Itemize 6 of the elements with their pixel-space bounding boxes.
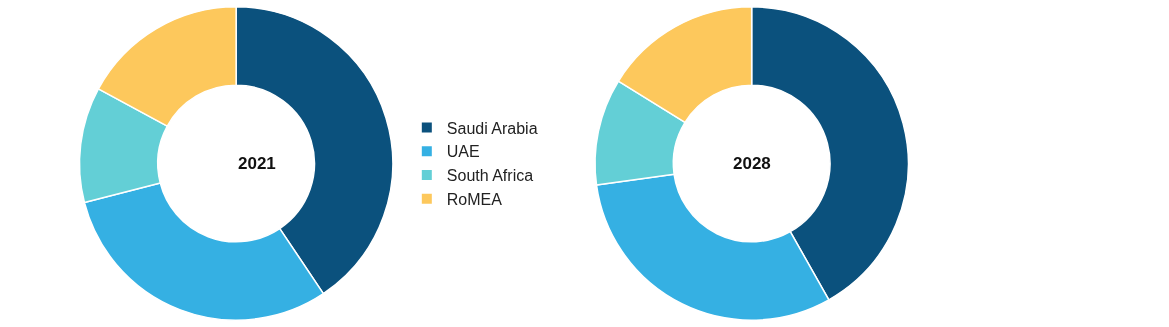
- slice-label: 2028: [733, 154, 771, 173]
- legend-label: UAE: [446, 143, 480, 161]
- slice-label: 2021: [238, 154, 276, 173]
- legend-label: Saudi Arabia: [446, 119, 538, 137]
- legend-label: RoMEA: [446, 191, 503, 209]
- legend-label: South Africa: [446, 167, 534, 185]
